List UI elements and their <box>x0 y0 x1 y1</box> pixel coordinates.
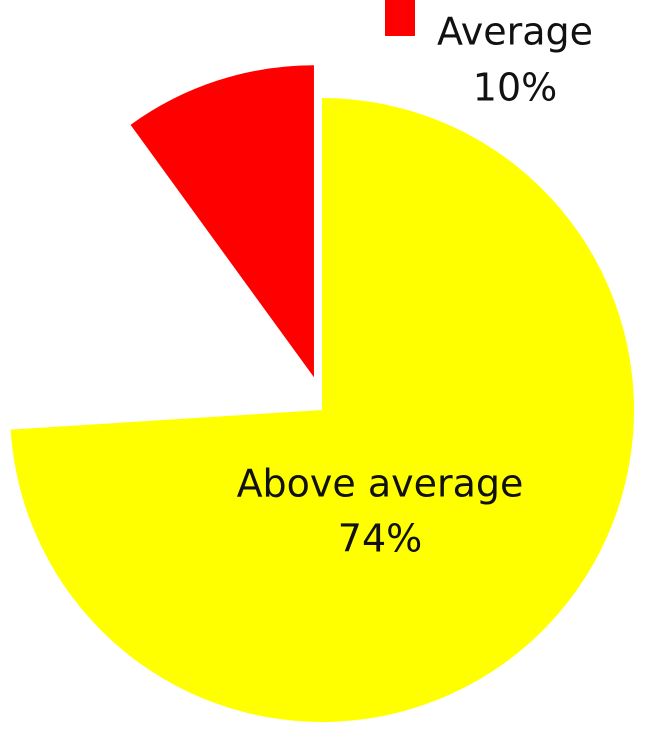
slice-label: Average <box>437 10 593 54</box>
pie-slice <box>10 98 634 722</box>
slice-value-label: 74% <box>338 517 422 561</box>
legend-swatch <box>385 0 415 36</box>
pie-slice <box>130 65 314 378</box>
slice-value-label: 10% <box>473 66 557 110</box>
slice-label: Above average <box>237 462 524 506</box>
